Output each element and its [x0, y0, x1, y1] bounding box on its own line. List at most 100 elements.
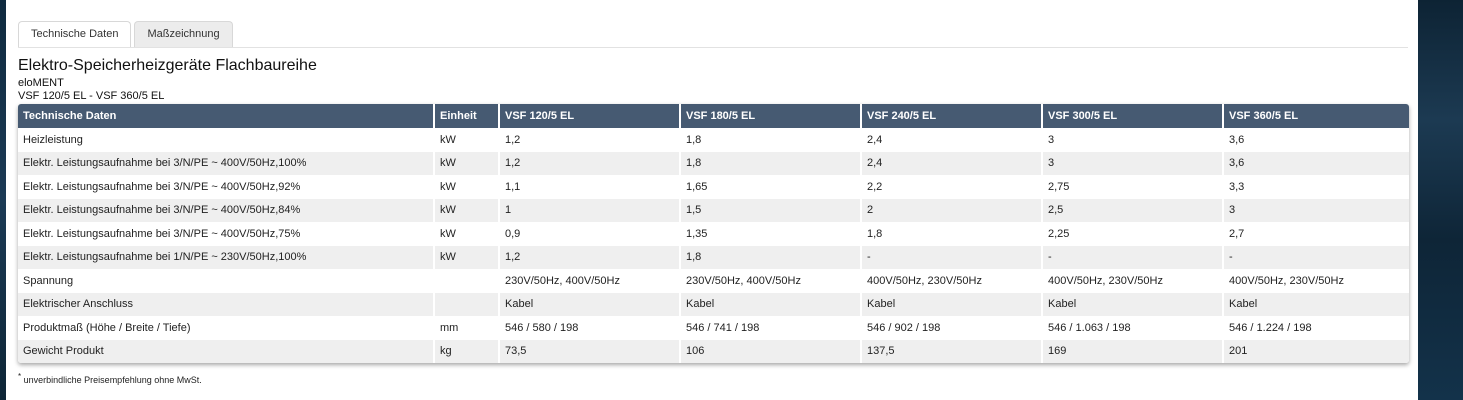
table-cell: 169 [1043, 339, 1224, 363]
table-cell: 1,8 [862, 222, 1043, 246]
table-cell: 400V/50Hz, 230V/50Hz [1043, 269, 1224, 293]
table-cell: 3,6 [1224, 128, 1409, 152]
table-row: Elektr. Leistungsaufnahme bei 3/N/PE ~ 4… [18, 198, 1409, 222]
table-cell: 1,2 [500, 245, 681, 269]
table-cell: 1,1 [500, 175, 681, 199]
table-cell: kW [435, 151, 500, 175]
table-cell: 2,4 [862, 151, 1043, 175]
table-cell: 2 [862, 198, 1043, 222]
column-header: VSF 360/5 EL [1224, 104, 1409, 128]
table-cell: 1,2 [500, 151, 681, 175]
table-cell: 1,8 [681, 245, 862, 269]
table-cell: 3 [1224, 198, 1409, 222]
table-row: Elektr. Leistungsaufnahme bei 3/N/PE ~ 4… [18, 222, 1409, 246]
table-cell: kg [435, 339, 500, 363]
table-cell: Kabel [1224, 292, 1409, 316]
footnote-text: unverbindliche Preisempfehlung ohne MwSt… [23, 375, 202, 385]
table-cell: kW [435, 198, 500, 222]
table-cell: 201 [1224, 339, 1409, 363]
column-header: VSF 300/5 EL [1043, 104, 1224, 128]
table-cell: 2,5 [1043, 198, 1224, 222]
tab-masszeichnung[interactable]: Maßzeichnung [134, 21, 233, 47]
table-cell: Elektr. Leistungsaufnahme bei 3/N/PE ~ 4… [18, 198, 435, 222]
table-cell: 400V/50Hz, 230V/50Hz [862, 269, 1043, 293]
table-cell: Produktmaß (Höhe / Breite / Tiefe) [18, 316, 435, 340]
table-row: Elektr. Leistungsaufnahme bei 3/N/PE ~ 4… [18, 151, 1409, 175]
column-header: VSF 120/5 EL [500, 104, 681, 128]
table-cell: 2,2 [862, 175, 1043, 199]
table-cell: - [1043, 245, 1224, 269]
table-cell: 400V/50Hz, 230V/50Hz [1224, 269, 1409, 293]
table-cell: 2,7 [1224, 222, 1409, 246]
table-cell: 3 [1043, 151, 1224, 175]
table-cell: 3,6 [1224, 151, 1409, 175]
footnote: * unverbindliche Preisempfehlung ohne Mw… [18, 372, 202, 385]
table-cell: kW [435, 245, 500, 269]
table-cell: Elektrischer Anschluss [18, 292, 435, 316]
brand-label: eloMENT [18, 77, 64, 89]
table-cell: 1,8 [681, 128, 862, 152]
table-cell: Elektr. Leistungsaufnahme bei 3/N/PE ~ 4… [18, 151, 435, 175]
table-cell: 0,9 [500, 222, 681, 246]
table-cell: 137,5 [862, 339, 1043, 363]
column-header: VSF 240/5 EL [862, 104, 1043, 128]
table-cell [435, 292, 500, 316]
table-cell: 1,35 [681, 222, 862, 246]
table-cell: 230V/50Hz, 400V/50Hz [681, 269, 862, 293]
table-cell: kW [435, 175, 500, 199]
column-header: VSF 180/5 EL [681, 104, 862, 128]
table-cell: Kabel [1043, 292, 1224, 316]
table-cell: mm [435, 316, 500, 340]
table-cell: Elektr. Leistungsaufnahme bei 3/N/PE ~ 4… [18, 222, 435, 246]
table-cell: kW [435, 128, 500, 152]
table-cell: 106 [681, 339, 862, 363]
model-range-label: VSF 120/5 EL - VSF 360/5 EL [18, 90, 165, 102]
table-cell: 1,8 [681, 151, 862, 175]
table-cell: - [1224, 245, 1409, 269]
spec-table-container: Technische Daten Einheit VSF 120/5 EL VS… [18, 104, 1409, 363]
table-cell: 1,65 [681, 175, 862, 199]
column-header: Einheit [435, 104, 500, 128]
table-cell: Kabel [862, 292, 1043, 316]
table-cell: 2,25 [1043, 222, 1224, 246]
table-row: Produktmaß (Höhe / Breite / Tiefe) mm 546 … [18, 316, 1409, 340]
page-title: Elektro-Speicherheizgeräte Flachbaureihe [18, 57, 317, 74]
table-body: Heizleistung kW 1,2 1,8 2,4 3 3,6 Elektr. Leist… [18, 128, 1409, 363]
table-row: Spannung 230V/50Hz, 400V/50Hz 230V/50Hz, 4… [18, 269, 1409, 293]
table-cell: Kabel [681, 292, 862, 316]
table-cell: - [862, 245, 1043, 269]
table-cell: 546 / 580 / 198 [500, 316, 681, 340]
table-cell [435, 269, 500, 293]
table-cell: 73,5 [500, 339, 681, 363]
table-cell: Elektr. Leistungsaufnahme bei 1/N/PE ~ 2… [18, 245, 435, 269]
table-cell: 1 [500, 198, 681, 222]
table-row: Gewicht Produkt kg 73,5 106 137,5 169 201 [18, 339, 1409, 363]
column-header: Technische Daten [18, 104, 435, 128]
tab-divider [18, 47, 1408, 48]
tab-technische-daten[interactable]: Technische Daten [18, 21, 132, 48]
table-cell: kW [435, 222, 500, 246]
table-cell: 2,75 [1043, 175, 1224, 199]
table-cell: 2,4 [862, 128, 1043, 152]
table-row: Elektr. Leistungsaufnahme bei 3/N/PE ~ 4… [18, 175, 1409, 199]
background-strip-right [1418, 0, 1463, 400]
table-cell: Gewicht Produkt [18, 339, 435, 363]
product-panel: Technische Daten Maßzeichnung Elektro-Sp… [18, 0, 1410, 400]
table-header-row: Technische Daten Einheit VSF 120/5 EL VS… [18, 104, 1409, 128]
table-cell: 546 / 741 / 198 [681, 316, 862, 340]
table-cell: 1,2 [500, 128, 681, 152]
table-row: Elektr. Leistungsaufnahme bei 1/N/PE ~ 2… [18, 245, 1409, 269]
table-cell: Spannung [18, 269, 435, 293]
table-cell: Elektr. Leistungsaufnahme bei 3/N/PE ~ 4… [18, 175, 435, 199]
table-cell: 546 / 1.063 / 198 [1043, 316, 1224, 340]
table-cell: Heizleistung [18, 128, 435, 152]
table-row: Elektrischer Anschluss Kabel Kabel Kabel Kab… [18, 292, 1409, 316]
table-cell: 546 / 902 / 198 [862, 316, 1043, 340]
table-cell: 230V/50Hz, 400V/50Hz [500, 269, 681, 293]
spec-table: Technische Daten Einheit VSF 120/5 EL VS… [18, 104, 1409, 363]
tab-bar: Technische Daten Maßzeichnung [18, 21, 236, 48]
table-cell: Kabel [500, 292, 681, 316]
table-cell: 3,3 [1224, 175, 1409, 199]
table-cell: 1,5 [681, 198, 862, 222]
table-cell: 3 [1043, 128, 1224, 152]
